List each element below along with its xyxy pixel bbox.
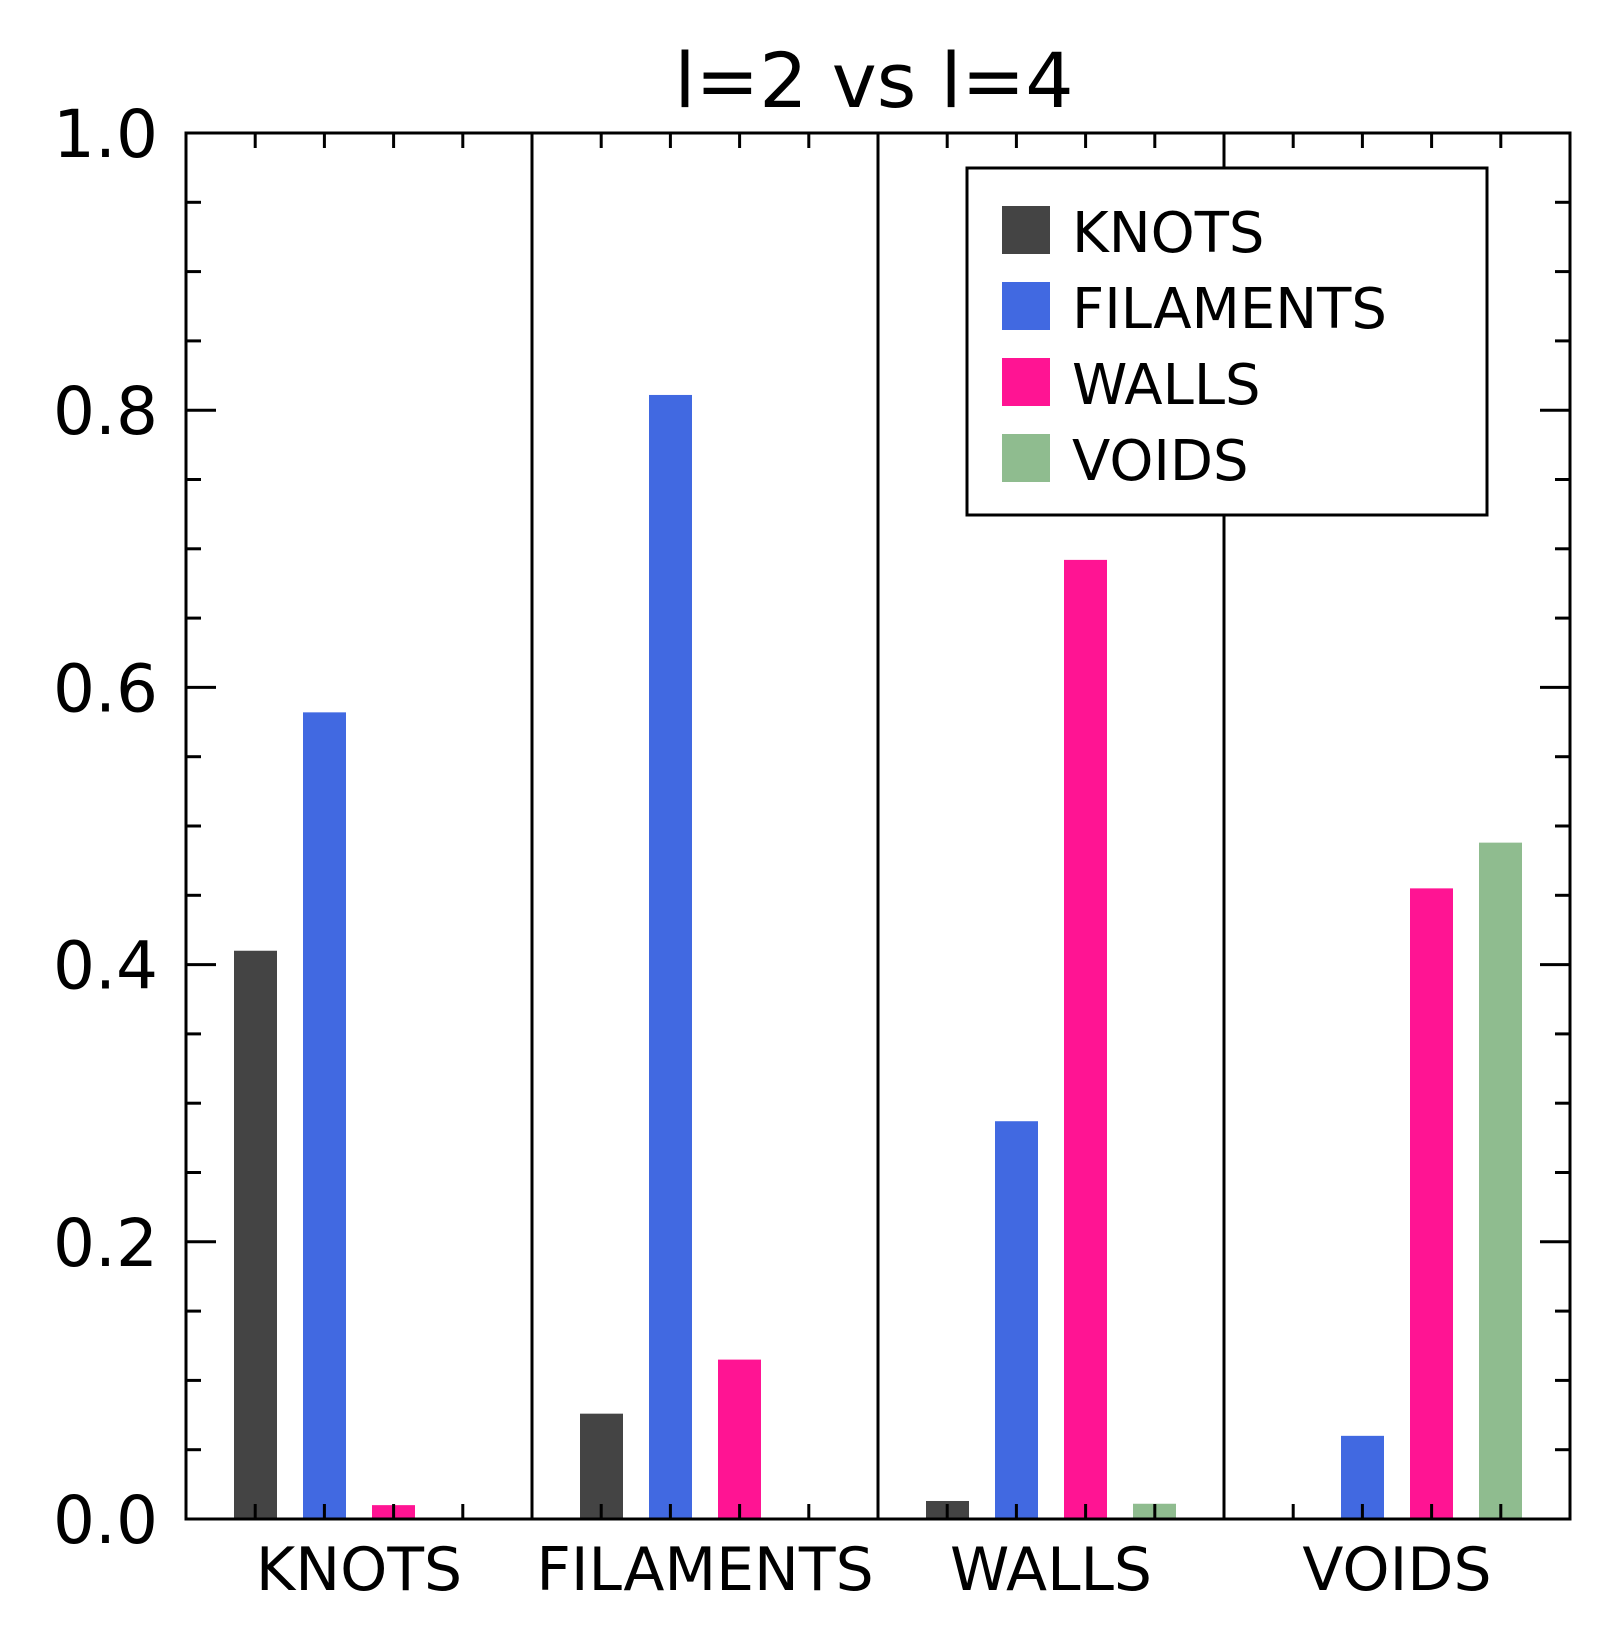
x-category-label: VOIDS [1302, 1535, 1491, 1605]
bar-walls-in-filaments [718, 1359, 761, 1519]
legend-label-filaments: FILAMENTS [1072, 277, 1387, 342]
legend-label-knots: KNOTS [1072, 201, 1264, 266]
legend-label-walls: WALLS [1072, 353, 1261, 418]
y-tick-label: 0.4 [53, 928, 158, 1005]
bar-voids-in-voids [1479, 842, 1522, 1519]
x-category-label: KNOTS [256, 1535, 462, 1605]
y-tick-label: 0.8 [53, 373, 158, 450]
x-category-label: WALLS [950, 1535, 1152, 1605]
legend-swatch-voids [1002, 434, 1050, 482]
bar-knots-in-filaments [580, 1413, 623, 1519]
bar-filaments-in-walls [995, 1121, 1038, 1519]
legend-label-voids: VOIDS [1072, 429, 1249, 494]
bar-filaments-in-knots [303, 712, 346, 1519]
bar-filaments-in-filaments [649, 394, 692, 1520]
bar-walls-in-walls [1064, 559, 1107, 1519]
x-category-label: FILAMENTS [536, 1535, 873, 1605]
legend-box [965, 166, 1489, 517]
y-tick-label: 0.2 [53, 1205, 158, 1282]
plot-area: 0.0 0.2 0.4 0.6 0.8 1.0 KNOTS FILAMENTS WALLS VOI… [53, 96, 1572, 1605]
legend-swatch-filaments [1002, 282, 1050, 330]
legend: KNOTS FILAMENTS WALLS VOIDS [965, 166, 1489, 517]
legend-swatch-knots [1002, 206, 1050, 254]
y-tick-label: 0.6 [53, 650, 158, 727]
bar-knots-in-knots [234, 950, 277, 1519]
y-tick-label: 0.0 [53, 1482, 158, 1559]
chart-title: l=2 vs l=4 [674, 36, 1073, 125]
legend-swatch-walls [1002, 358, 1050, 406]
bar-walls-in-voids [1410, 888, 1453, 1519]
y-tick-label: 1.0 [53, 96, 158, 173]
